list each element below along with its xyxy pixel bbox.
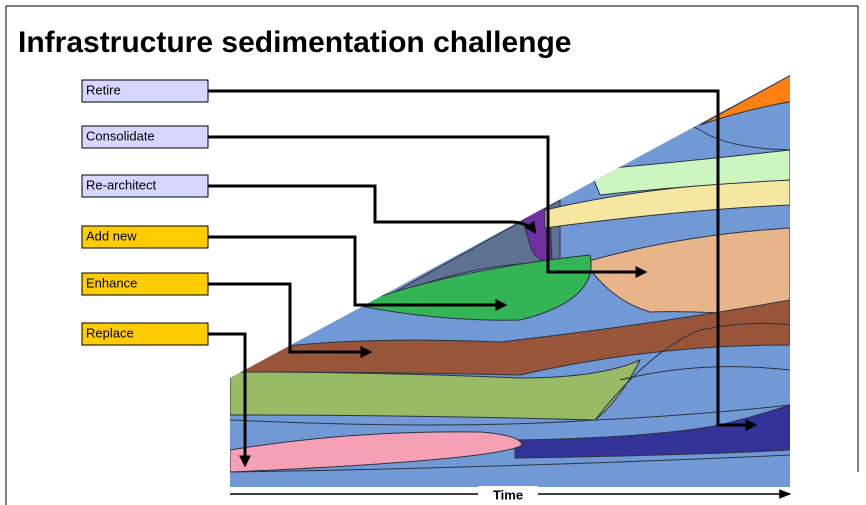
label-text: Enhance: [86, 275, 137, 290]
arrow-rearchitect: [208, 186, 535, 232]
label-text: Consolidate: [86, 128, 155, 143]
time-label: Time: [493, 487, 523, 502]
label-boxes: Retire Consolidate Re-architect Add new Enha…: [82, 80, 208, 345]
label-text: Add new: [86, 228, 137, 243]
label-text: Re-architect: [86, 177, 156, 192]
label-text: Retire: [86, 82, 121, 97]
sediment: [220, 60, 800, 500]
title: Infrastructure sedimentation challenge: [18, 26, 571, 59]
label-text: Replace: [86, 325, 134, 340]
slide: Infrastructure sedimentation challenge R…: [0, 0, 866, 505]
diagram: Infrastructure sedimentation challenge R…: [0, 0, 866, 505]
